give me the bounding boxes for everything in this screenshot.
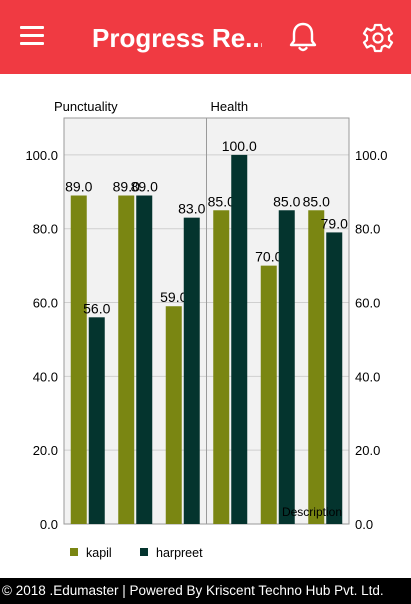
hamburger-menu-icon[interactable] (20, 24, 48, 48)
group-label: Punctuality (54, 99, 118, 114)
progress-chart: Punctuality Health 89.0 89.0 59.0 85.0 70.0 85.… (0, 74, 411, 576)
y-tick-label-right: 60.0 (355, 296, 380, 311)
data-label: 89.0 (113, 179, 140, 195)
data-label: 85.0 (303, 193, 330, 209)
bar-kapil (213, 210, 230, 525)
bar-harpreet (278, 210, 295, 525)
group-label: Health (211, 99, 249, 114)
y-tick-label-right: 100.0 (355, 148, 388, 163)
footer: © 2018 .Edumaster | Powered By Kriscent … (0, 578, 411, 604)
legend-label-harpreet: harpreet (156, 546, 203, 560)
y-tick-label-left: 80.0 (33, 222, 58, 237)
plot-border (63, 117, 350, 525)
bar-harpreet (326, 232, 343, 524)
app-bar: Progress Re... (0, 0, 411, 74)
bar-kapil (260, 265, 277, 524)
y-tick-label-left: 100.0 (25, 148, 58, 163)
data-label: 59.0 (160, 289, 187, 305)
y-tick-label-left: 20.0 (33, 443, 58, 458)
data-label: 70.0 (255, 249, 282, 265)
data-label: 79.0 (321, 215, 348, 231)
page-title: Progress Re... (92, 23, 262, 53)
y-tick-label-right: 80.0 (355, 222, 380, 237)
legend-swatch-kapil (70, 548, 78, 556)
x-axis-label: Description (282, 505, 342, 519)
bar-harpreet (88, 317, 105, 524)
legend-label-kapil: kapil (86, 546, 112, 560)
bar-kapil (70, 195, 87, 524)
bar-kapil (118, 195, 135, 524)
bar-harpreet (183, 217, 200, 524)
data-label: 83.0 (178, 201, 205, 217)
data-label: 56.0 (83, 300, 110, 316)
settings-gear-icon[interactable] (360, 20, 396, 56)
y-tick-label-right: 20.0 (355, 443, 380, 458)
y-tick-label-left: 40.0 (33, 369, 58, 384)
bar-harpreet (231, 154, 248, 524)
y-tick-label-left: 0.0 (40, 517, 58, 532)
bar-harpreet (136, 195, 153, 524)
data-label: 85.0 (208, 193, 235, 209)
bar-kapil (308, 210, 325, 525)
y-tick-label-right: 0.0 (355, 517, 373, 532)
y-tick-label-right: 40.0 (355, 369, 380, 384)
data-label: 100.0 (222, 138, 257, 154)
legend-swatch-harpreet (140, 548, 148, 556)
notification-bell-icon[interactable] (286, 20, 320, 54)
data-label: 85.0 (273, 193, 300, 209)
y-tick-label-left: 60.0 (33, 296, 58, 311)
data-label: 89.0 (131, 179, 158, 195)
data-label: 89.0 (65, 179, 92, 195)
bar-kapil (165, 306, 182, 524)
